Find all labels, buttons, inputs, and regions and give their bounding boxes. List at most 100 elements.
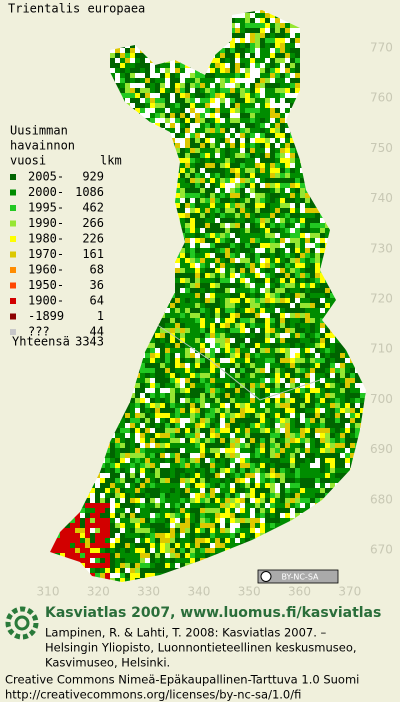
map-cell xyxy=(270,173,275,178)
map-cell xyxy=(170,133,175,138)
map-cell xyxy=(210,88,215,93)
map-cell xyxy=(280,123,285,128)
map-cell xyxy=(250,278,255,283)
map-cell xyxy=(245,13,250,18)
map-cell xyxy=(275,53,280,58)
map-cell xyxy=(170,323,175,328)
map-cell xyxy=(310,353,315,358)
map-cell xyxy=(275,358,280,363)
map-cell xyxy=(170,113,175,118)
map-cell xyxy=(245,23,250,28)
map-cell xyxy=(330,338,335,343)
map-cell xyxy=(180,258,185,263)
map-cell xyxy=(270,48,275,53)
map-cell xyxy=(285,248,290,253)
map-cell xyxy=(340,363,345,368)
map-cell xyxy=(275,78,280,83)
map-cell xyxy=(220,203,225,208)
map-cell xyxy=(265,218,270,223)
map-cell xyxy=(205,128,210,133)
map-cell xyxy=(270,98,275,103)
map-cell xyxy=(310,218,315,223)
map-cell xyxy=(205,273,210,278)
map-cell xyxy=(280,188,285,193)
map-cell xyxy=(325,228,330,233)
map-cell xyxy=(240,23,245,28)
map-cell xyxy=(270,353,275,358)
map-cell xyxy=(175,278,180,283)
map-cell xyxy=(315,248,320,253)
map-cell xyxy=(320,323,325,328)
map-cell xyxy=(245,88,250,93)
map-cell xyxy=(265,113,270,118)
map-cell xyxy=(305,363,310,368)
map-cell xyxy=(285,338,290,343)
map-cell xyxy=(175,258,180,263)
map-cell xyxy=(155,118,160,123)
map-cell xyxy=(220,213,225,218)
map-cell xyxy=(185,83,190,88)
map-cell xyxy=(190,203,195,208)
map-cell xyxy=(260,283,265,288)
map-cell xyxy=(275,253,280,258)
map-cell xyxy=(315,238,320,243)
map-cell xyxy=(260,258,265,263)
map-cell xyxy=(285,193,290,198)
map-cell xyxy=(310,348,315,353)
map-cell xyxy=(220,238,225,243)
map-cell xyxy=(220,303,225,308)
map-cell xyxy=(235,38,240,43)
map-cell xyxy=(160,103,165,108)
map-cell xyxy=(215,258,220,263)
map-cell xyxy=(245,158,250,163)
map-cell xyxy=(290,318,295,323)
map-cell xyxy=(255,328,260,333)
map-cell xyxy=(175,148,180,153)
map-cell xyxy=(270,193,275,198)
map-cell xyxy=(190,138,195,143)
map-cell xyxy=(275,123,280,128)
map-cell xyxy=(270,128,275,133)
map-cell xyxy=(150,78,155,83)
map-cell xyxy=(295,88,300,93)
map-cell xyxy=(220,218,225,223)
map-cell xyxy=(310,373,315,378)
map-cell xyxy=(160,368,165,373)
map-cell xyxy=(325,343,330,348)
map-cell xyxy=(265,118,270,123)
map-cell xyxy=(240,208,245,213)
map-cell xyxy=(200,173,205,178)
map-cell xyxy=(220,223,225,228)
map-cell xyxy=(305,278,310,283)
map-cell xyxy=(305,333,310,338)
map-cell xyxy=(210,133,215,138)
map-cell xyxy=(125,98,130,103)
map-cell xyxy=(250,198,255,203)
map-cell xyxy=(220,233,225,238)
map-cell xyxy=(285,88,290,93)
map-cell xyxy=(305,248,310,253)
map-cell xyxy=(205,363,210,368)
map-cell xyxy=(285,268,290,273)
map-cell xyxy=(240,283,245,288)
map-cell xyxy=(280,68,285,73)
map-cell xyxy=(280,223,285,228)
map-cell xyxy=(195,168,200,173)
map-cell xyxy=(240,258,245,263)
map-cell xyxy=(200,233,205,238)
map-cell xyxy=(220,63,225,68)
map-cell xyxy=(300,363,305,368)
map-cell xyxy=(215,348,220,353)
map-cell xyxy=(215,198,220,203)
map-cell xyxy=(240,18,245,23)
map-cell xyxy=(215,358,220,363)
map-cell xyxy=(245,38,250,43)
map-cell xyxy=(235,273,240,278)
map-cell xyxy=(215,353,220,358)
map-cell xyxy=(195,123,200,128)
map-cell xyxy=(225,303,230,308)
map-cell xyxy=(270,123,275,128)
map-cell xyxy=(305,288,310,293)
map-cell xyxy=(275,353,280,358)
map-cell xyxy=(245,178,250,183)
